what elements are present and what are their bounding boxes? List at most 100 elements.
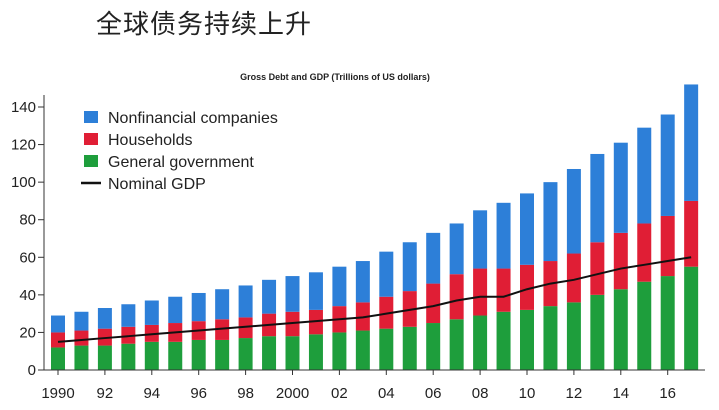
bar-households: [473, 268, 488, 316]
bar-nonfinancial-companies: [285, 276, 300, 312]
bar-general-government: [121, 343, 136, 370]
legend-label: General government: [108, 154, 254, 171]
y-tick-label: 60: [19, 249, 36, 266]
bar-nonfinancial-companies: [355, 261, 370, 303]
bar-general-government: [191, 339, 206, 370]
bar-general-government: [308, 334, 323, 370]
bar-nonfinancial-companies: [660, 114, 675, 216]
bar-general-government: [613, 289, 628, 370]
x-tick-label: 04: [378, 385, 395, 402]
bar-general-government: [637, 281, 652, 370]
x-tick-label: 2000: [276, 385, 309, 402]
x-tick-label: 12: [566, 385, 583, 402]
x-tick-label: 1990: [41, 385, 74, 402]
legend-label: Nominal GDP: [108, 176, 206, 193]
bar-households: [660, 215, 675, 277]
bar-nonfinancial-companies: [168, 296, 183, 324]
x-tick-label: 98: [237, 385, 254, 402]
x-tick-label: 06: [425, 385, 442, 402]
bar-nonfinancial-companies: [97, 308, 112, 329]
bar-households: [520, 264, 534, 310]
bar-general-government: [51, 347, 65, 370]
nominal-gdp-line: [57, 256, 692, 343]
bar-nonfinancial-companies: [121, 304, 136, 327]
legend-label: Nonfinancial companies: [108, 110, 278, 127]
bar-general-government: [684, 266, 699, 370]
bar-nonfinancial-companies: [332, 266, 347, 307]
chart-title: Gross Debt and GDP (Trillions of US doll…: [240, 72, 430, 82]
legend-swatch: [84, 111, 98, 123]
bar-general-government: [285, 336, 300, 370]
x-tick-label: 08: [472, 385, 489, 402]
bar-nonfinancial-companies: [613, 142, 628, 233]
x-tick-label: 96: [190, 385, 207, 402]
bar-general-government: [238, 338, 253, 370]
x-tick-label: 14: [612, 385, 629, 402]
bar-general-government: [168, 341, 183, 370]
bar-nonfinancial-companies: [449, 223, 464, 275]
y-tick-label: 120: [11, 137, 36, 154]
x-tick-label: 10: [519, 385, 536, 402]
bar-general-government: [332, 332, 347, 370]
bar-general-government: [473, 315, 488, 370]
bar-nonfinancial-companies: [308, 272, 323, 310]
y-tick-label: 20: [19, 324, 36, 341]
bar-nonfinancial-companies: [144, 300, 159, 325]
bar-households: [566, 253, 581, 303]
bar-nonfinancial-companies: [191, 292, 206, 322]
y-tick-label: 40: [19, 287, 36, 304]
bar-households: [613, 232, 628, 290]
x-tick-label: 16: [659, 385, 676, 402]
bar-general-government: [74, 345, 89, 370]
bar-nonfinancial-companies: [520, 193, 534, 265]
bar-nonfinancial-companies: [426, 232, 441, 284]
bar-nonfinancial-companies: [402, 242, 417, 292]
legend-swatch: [84, 133, 98, 145]
bar-households: [590, 242, 605, 295]
bar-general-government: [144, 341, 159, 370]
bar-households: [426, 283, 441, 324]
x-tick-label: 02: [331, 385, 348, 402]
y-tick-label: 100: [11, 174, 36, 191]
bar-nonfinancial-companies: [238, 285, 253, 318]
bar-general-government: [520, 309, 534, 370]
bar-general-government: [426, 323, 441, 370]
bar-nonfinancial-companies: [590, 153, 605, 243]
bar-households: [449, 274, 464, 320]
y-tick-label: 140: [11, 99, 36, 116]
page-title: 全球债务持续上升: [96, 10, 313, 40]
legend-swatch: [84, 155, 98, 167]
legend-label: Households: [108, 132, 193, 149]
bar-general-government: [496, 311, 511, 370]
bar-general-government: [402, 326, 417, 370]
bar-households: [51, 332, 65, 348]
bar-nonfinancial-companies: [215, 289, 230, 320]
bar-nonfinancial-companies: [379, 251, 394, 297]
x-tick-label: 94: [143, 385, 160, 402]
bar-general-government: [449, 319, 464, 370]
bar-nonfinancial-companies: [262, 279, 277, 314]
bar-nonfinancial-companies: [637, 127, 652, 224]
bar-nonfinancial-companies: [473, 210, 488, 269]
bar-households: [496, 268, 511, 312]
bar-households: [74, 330, 89, 346]
bar-general-government: [590, 294, 605, 370]
y-tick-label: 80: [19, 212, 36, 229]
bar-general-government: [660, 276, 675, 370]
bar-general-government: [215, 339, 230, 370]
bar-general-government: [543, 306, 558, 370]
bar-nonfinancial-companies: [566, 168, 581, 254]
bar-general-government: [566, 302, 581, 370]
bar-general-government: [379, 328, 394, 370]
bar-general-government: [262, 336, 277, 370]
bar-nonfinancial-companies: [496, 202, 511, 269]
y-tick-label: 0: [28, 362, 36, 379]
x-tick-label: 92: [97, 385, 114, 402]
bar-nonfinancial-companies: [74, 311, 89, 331]
bar-general-government: [97, 345, 112, 370]
bar-households: [637, 223, 652, 282]
bar-households: [684, 200, 699, 267]
bar-nonfinancial-companies: [684, 84, 699, 201]
bar-nonfinancial-companies: [51, 315, 65, 333]
